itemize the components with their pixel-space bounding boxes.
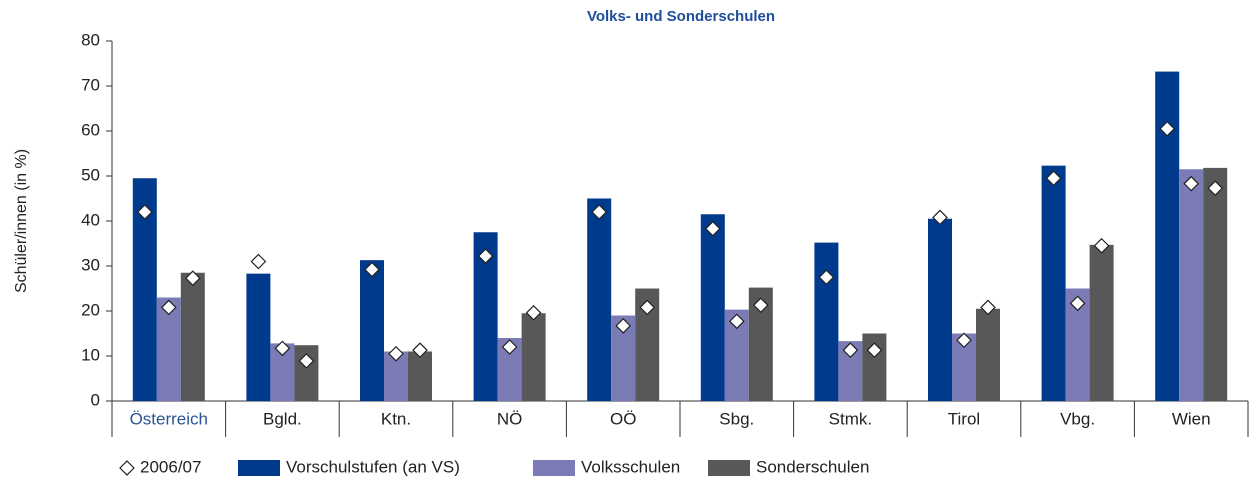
y-tick-label: 10	[81, 345, 100, 364]
reference-marker	[752, 297, 769, 313]
reference-marker	[477, 248, 494, 264]
bar	[1089, 244, 1114, 401]
y-tick-label: 50	[81, 165, 100, 184]
reference-marker	[412, 342, 428, 358]
reference-marker	[980, 299, 996, 316]
y-tick-label: 20	[81, 300, 100, 319]
legend-label: Vorschulstufen (an VS)	[286, 457, 460, 476]
bar	[1179, 169, 1204, 401]
reference-marker	[184, 270, 201, 286]
x-tick-label: Stmk.	[829, 409, 872, 428]
reference-marker	[298, 353, 315, 369]
reference-marker	[388, 345, 404, 362]
reference-marker	[615, 318, 632, 334]
reference-marker	[866, 342, 883, 358]
legend-swatch	[533, 460, 575, 476]
reference-marker	[1183, 175, 1200, 192]
reference-marker	[591, 204, 608, 220]
reference-marker	[956, 332, 972, 349]
chart-title: Volks- und Sonderschulen	[587, 8, 775, 25]
y-tick-label: 80	[81, 30, 100, 49]
reference-marker	[250, 253, 267, 270]
reference-marker	[1207, 180, 1224, 196]
reference-marker	[160, 299, 177, 316]
reference-marker	[1159, 120, 1176, 137]
reference-marker	[842, 342, 859, 358]
bar	[497, 338, 522, 401]
reference-marker	[818, 269, 835, 286]
reference-marker	[932, 209, 948, 226]
bar	[1041, 165, 1066, 401]
reference-marker	[1045, 170, 1062, 187]
bar	[1203, 167, 1228, 401]
y-tick-label: 0	[91, 390, 100, 409]
reference-marker	[704, 220, 721, 237]
reference-marker	[1093, 237, 1110, 254]
x-tick-label: OÖ	[610, 409, 636, 428]
x-tick-label: Österreich	[130, 409, 208, 428]
legend-swatch	[708, 460, 750, 476]
bar	[814, 242, 839, 401]
reference-marker	[1069, 295, 1086, 312]
reference-marker	[274, 340, 291, 357]
y-tick-label: 70	[81, 75, 100, 94]
bar	[246, 273, 271, 401]
bar	[700, 214, 725, 401]
reference-marker	[639, 299, 656, 316]
bar	[928, 218, 952, 401]
x-tick-label: Vbg.	[1060, 409, 1095, 428]
bar	[587, 198, 612, 401]
reference-marker	[525, 304, 542, 321]
bar	[521, 313, 546, 401]
reference-marker	[364, 261, 380, 278]
y-axis-label: Schüler/innen (in %)	[13, 149, 30, 293]
x-tick-label: Bgld.	[263, 409, 302, 428]
legend-label: Volksschulen	[581, 457, 680, 476]
reference-marker	[728, 313, 745, 330]
y-tick-label: 30	[81, 255, 100, 274]
y-tick-label: 60	[81, 120, 100, 139]
legend-marker	[119, 460, 135, 476]
x-tick-label: Ktn.	[381, 409, 411, 428]
x-tick-label: Wien	[1172, 409, 1211, 428]
legend-label: Sonderschulen	[756, 457, 869, 476]
bar	[976, 308, 1000, 401]
bar	[180, 272, 205, 401]
x-tick-label: Sbg.	[719, 409, 754, 428]
reference-marker	[136, 204, 153, 220]
reference-marker	[501, 339, 518, 355]
x-tick-label: NÖ	[497, 409, 523, 428]
bar	[408, 351, 432, 401]
y-tick-label: 40	[81, 210, 100, 229]
legend-swatch	[238, 460, 280, 476]
bar	[360, 260, 384, 401]
legend-label: 2006/07	[140, 457, 201, 476]
x-tick-label: Tirol	[948, 409, 980, 428]
